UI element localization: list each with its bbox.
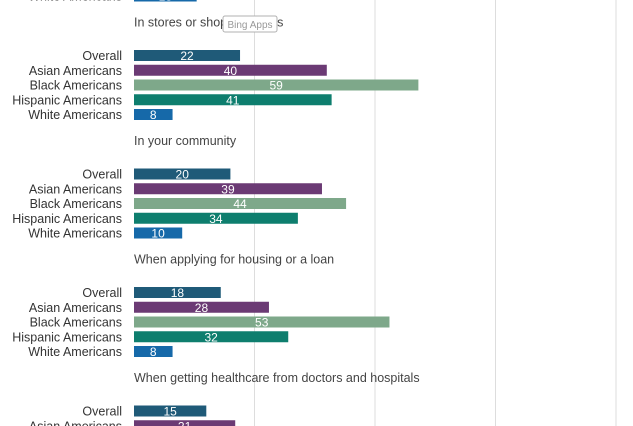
value-label: 39 xyxy=(221,182,235,196)
value-label: 20 xyxy=(176,168,190,182)
bar-row-hispanic-americans: Hispanic Americans 41 xyxy=(12,93,332,107)
category-label: Overall xyxy=(82,168,122,182)
category-label: Asian Americans xyxy=(29,419,122,426)
value-label: 15 xyxy=(163,405,177,419)
bar-row-asian-americans: Asian Americans 28 xyxy=(29,301,269,315)
category-label: Black Americans xyxy=(30,316,122,330)
gridlines xyxy=(254,0,617,426)
category-label: Black Americans xyxy=(30,197,122,211)
bar-row-overall: Overall 18 xyxy=(82,286,221,300)
category-label: White Americans xyxy=(28,227,122,241)
bar-black-americans xyxy=(134,198,347,209)
bar-row-white-americans: White Americans 8 xyxy=(28,108,173,122)
value-label: 8 xyxy=(150,345,157,359)
group-title: When getting healthcare from doctors and… xyxy=(134,371,420,385)
bar-row-black-americans: Black Americans 44 xyxy=(30,197,347,211)
category-label: White Americans xyxy=(28,345,122,359)
bar-asian-americans xyxy=(134,183,322,195)
bar-black-americans xyxy=(134,316,390,328)
value-label: 32 xyxy=(204,330,218,344)
bar-row-white-americans: White Americans 10 xyxy=(28,227,183,241)
bar-row-hispanic-americans: Hispanic Americans 32 xyxy=(12,330,289,344)
category-label: Overall xyxy=(82,286,122,300)
bar-row-black-americans: Black Americans 59 xyxy=(30,79,419,93)
group-title: When applying for housing or a loan xyxy=(134,253,334,267)
value-label: 10 xyxy=(151,227,165,241)
value-label: 22 xyxy=(180,49,194,63)
bar-overall xyxy=(134,287,221,298)
bar-hispanic-americans xyxy=(134,212,298,224)
category-label: Asian Americans xyxy=(29,182,122,196)
value-label: 40 xyxy=(224,64,238,78)
group-when-applying-for-housing-or-a-loan: When applying for housing or a loan Overa… xyxy=(12,253,390,359)
tooltip-box xyxy=(222,15,278,33)
category-label: Hispanic Americans xyxy=(12,212,122,226)
group-partial: White Americans 13 xyxy=(28,0,197,4)
bar-white-americans xyxy=(134,0,197,2)
bar-asian-americans xyxy=(134,64,327,76)
category-label: White Americans xyxy=(28,0,122,4)
bar-row-asian-americans: Asian Americans 39 xyxy=(29,182,322,196)
bar-row-overall: Overall 22 xyxy=(82,49,241,63)
bar-row-white-americans: White Americans 8 xyxy=(28,345,173,359)
bar-row-asian-americans: Asian Americans 21 xyxy=(29,419,236,426)
bar-black-americans xyxy=(134,79,419,91)
group-when-getting-healthcare-from-doctors-and-hospitals: When getting healthcare from doctors and… xyxy=(29,371,420,426)
bar-row-hispanic-americans: Hispanic Americans 34 xyxy=(12,212,298,226)
bar-hispanic-americans xyxy=(134,331,289,343)
value-label: 59 xyxy=(270,79,284,93)
bar-asian-americans xyxy=(134,301,269,313)
bar-row-overall: Overall 15 xyxy=(82,405,207,419)
value-label: 41 xyxy=(226,93,240,107)
value-label: 13 xyxy=(159,0,173,4)
bar-row-black-americans: Black Americans 53 xyxy=(30,316,390,330)
bar-asian-americans xyxy=(134,420,236,426)
bar-overall xyxy=(134,50,241,61)
category-label: Hispanic Americans xyxy=(12,93,122,107)
category-label: White Americans xyxy=(28,108,122,122)
bar-overall xyxy=(134,168,231,180)
value-label: 28 xyxy=(195,301,209,315)
value-label: 44 xyxy=(233,197,247,211)
bar-row-asian-americans: Asian Americans 40 xyxy=(29,64,327,78)
value-label: 34 xyxy=(209,212,223,226)
bar-overall xyxy=(134,405,207,417)
value-label: 21 xyxy=(178,419,192,426)
bar-white-americans xyxy=(134,227,183,239)
chart-groups: White Americans13In stores or shopping m… xyxy=(12,0,420,426)
category-label: Hispanic Americans xyxy=(12,330,122,344)
value-label: 8 xyxy=(150,108,157,122)
category-label: Overall xyxy=(82,49,122,63)
bar-row-overall: Overall 20 xyxy=(82,168,231,182)
category-label: Black Americans xyxy=(30,79,122,93)
value-label: 18 xyxy=(171,286,185,300)
value-label: 53 xyxy=(255,316,269,330)
category-label: Overall xyxy=(82,405,122,419)
tooltip-text: Bing Apps xyxy=(227,20,272,31)
bar-white-americans xyxy=(134,109,173,120)
bar-hispanic-americans xyxy=(134,94,332,106)
category-label: Asian Americans xyxy=(29,301,122,315)
bar-white-americans xyxy=(134,346,173,357)
group-title: In your community xyxy=(134,134,237,148)
tooltip: Bing Apps xyxy=(222,15,278,33)
category-label: Asian Americans xyxy=(29,64,122,78)
bar-row-white-americans: White Americans 13 xyxy=(28,0,197,4)
